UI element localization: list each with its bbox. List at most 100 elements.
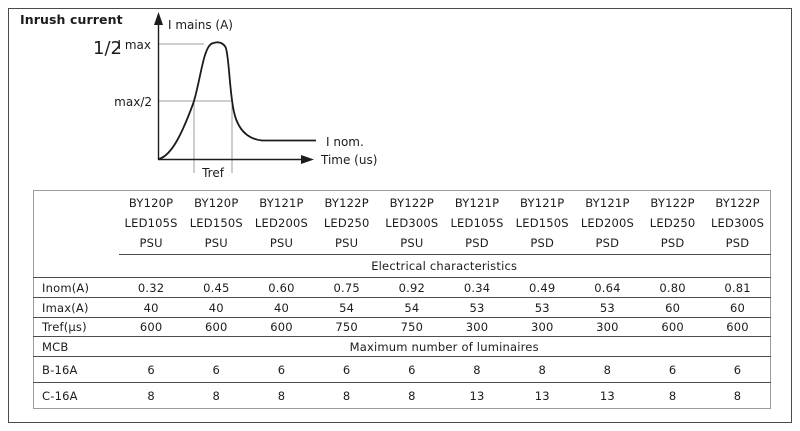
table-cell: 13 <box>534 388 550 403</box>
electrical-characteristics-table: BY120P LED105S PSU BY120P LED150S PSU BY… <box>33 190 771 409</box>
product-variant: LED200S <box>254 215 309 230</box>
column-header-10: BY122P LED300S PSD <box>705 190 771 255</box>
product-driver: PSD <box>725 235 750 250</box>
table-cell: 54 <box>314 297 380 318</box>
table-cell: 54 <box>379 297 445 318</box>
table-cell: 60 <box>705 297 771 318</box>
column-header-5: BY122P LED300S PSU <box>379 190 445 255</box>
column-header-8: BY121P LED200S PSD <box>574 190 640 255</box>
product-header-row: BY120P LED105S PSU BY120P LED150S PSU BY… <box>34 190 771 255</box>
mcb-label: MCB <box>33 336 119 357</box>
column-header-9: BY122P LED250 PSD <box>640 190 706 255</box>
product-variant: LED250 <box>649 215 696 230</box>
table-cell: 600 <box>705 317 771 337</box>
product-model: BY121P <box>520 195 565 210</box>
table-cell: 8 <box>277 388 286 403</box>
table-cell: 6 <box>248 356 315 383</box>
table-cell: 8 <box>342 388 351 403</box>
header-spacer <box>34 191 119 255</box>
table-cell: 53 <box>444 297 510 318</box>
table-row-b16a: B-16A 6 6 6 6 6 8 8 8 6 6 <box>33 356 771 383</box>
table-cell: 8 <box>733 388 742 403</box>
product-driver: PSU <box>269 235 294 250</box>
product-driver: PSU <box>400 235 424 250</box>
section-spacer <box>33 254 119 278</box>
column-header-7: BY121P LED150S PSD <box>509 190 575 255</box>
table-cell: 60 <box>640 297 706 318</box>
column-header-6: BY121P LED105S PSD <box>444 190 510 255</box>
table-cell: 300 <box>574 317 640 337</box>
y-axis-arrow-icon <box>154 12 163 25</box>
table-row-imax: Imax(A) 40 40 40 54 54 53 53 53 60 60 <box>33 297 771 318</box>
table-cell: 300 <box>509 317 575 337</box>
product-variant: LED150S <box>189 215 243 230</box>
row-label: Inom(A) <box>33 277 119 298</box>
table-cell: 40 <box>248 297 315 318</box>
tref-label: Tref <box>201 166 225 180</box>
table-cell: 8 <box>147 388 155 403</box>
column-header-1: BY120P LED105S PSU <box>118 190 184 255</box>
row-label: Tref(µs) <box>33 317 119 337</box>
table-cell: 0.60 <box>248 277 315 298</box>
mcb-section-row: MCB Maximum number of luminaires <box>33 336 771 357</box>
row-label: Imax(A) <box>33 297 119 318</box>
product-driver: PSD <box>595 235 620 250</box>
electrical-section-title: Electrical characteristics <box>118 254 771 278</box>
table-cell: 8 <box>668 388 677 403</box>
product-driver: PSD <box>660 235 685 250</box>
x-axis-arrow-icon <box>301 155 314 164</box>
table-cell: 6 <box>314 356 380 383</box>
table-cell: 0.81 <box>705 277 771 298</box>
table-cell: 13 <box>469 388 485 403</box>
table-cell: 0.49 <box>509 277 575 298</box>
x-axis-label: Time (us) <box>320 153 377 167</box>
table-cell: 13 <box>599 388 615 403</box>
table-cell: 53 <box>509 297 575 318</box>
table-cell: 8 <box>408 388 416 403</box>
imax-label: I max <box>118 38 152 52</box>
table-cell: 6 <box>379 356 445 383</box>
y-axis-label: I mains (A) <box>168 18 233 32</box>
table-cell: 40 <box>118 297 184 318</box>
product-model: BY122P <box>324 195 369 210</box>
table-cell: 600 <box>248 317 315 337</box>
product-variant: LED250 <box>323 215 370 230</box>
table-cell: 0.92 <box>379 277 445 298</box>
table-cell: 53 <box>574 297 640 318</box>
table-cell: 6 <box>118 356 184 383</box>
product-model: BY120P <box>194 195 239 210</box>
column-header-2: BY120P LED150S PSU <box>183 190 249 255</box>
column-header-4: BY122P LED250 PSU <box>314 190 380 255</box>
row-label: B-16A <box>33 356 119 383</box>
table-row-c16a: C-16A 8 8 8 8 8 13 13 13 8 8 <box>34 383 771 409</box>
product-variant: LED300S <box>385 215 439 230</box>
table-cell: 300 <box>444 317 510 337</box>
table-cell: 0.45 <box>183 277 249 298</box>
row-label: C-16A <box>42 388 78 403</box>
table-cell: 6 <box>183 356 249 383</box>
table-cell: 0.34 <box>444 277 510 298</box>
product-variant: LED150S <box>515 215 569 230</box>
electrical-section-row: Electrical characteristics <box>33 254 771 278</box>
product-driver: PSU <box>335 235 359 250</box>
product-model: BY121P <box>585 195 630 210</box>
luminaires-section-title: Maximum number of luminaires <box>118 336 771 357</box>
inrush-current-curve <box>158 41 316 160</box>
table-cell: 0.64 <box>574 277 640 298</box>
table-cell: 750 <box>314 317 380 337</box>
table-cell: 8 <box>212 388 221 403</box>
product-variant: LED105S <box>124 215 178 230</box>
product-driver: PSU <box>139 235 163 250</box>
product-model: BY122P <box>650 195 695 210</box>
table-cell: 600 <box>118 317 184 337</box>
product-model: BY121P <box>259 195 304 210</box>
table-cell: 750 <box>379 317 445 337</box>
product-driver: PSD <box>465 235 489 250</box>
half-peak-label: max/2 <box>114 95 152 109</box>
table-cell: 0.80 <box>640 277 706 298</box>
inom-label: I nom. <box>326 135 364 149</box>
product-model: BY120P <box>128 195 174 210</box>
table-cell: 600 <box>640 317 706 337</box>
product-model: BY121P <box>454 195 500 210</box>
product-model: BY122P <box>715 195 760 210</box>
